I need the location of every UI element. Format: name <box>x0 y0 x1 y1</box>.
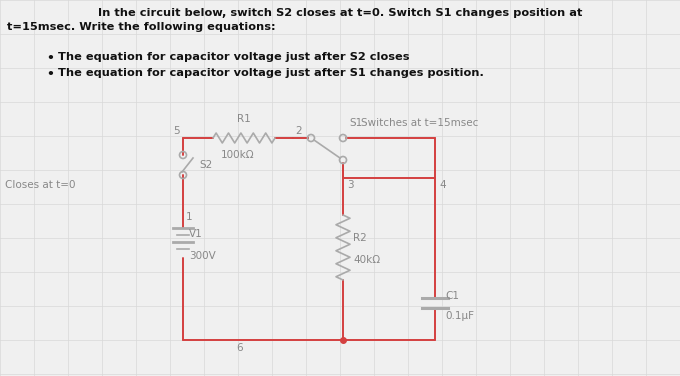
Text: In the circuit below, switch S2 closes at t=0. Switch S1 changes position at: In the circuit below, switch S2 closes a… <box>98 8 582 18</box>
Text: 100kΩ: 100kΩ <box>221 150 254 160</box>
Text: 6: 6 <box>237 343 243 353</box>
Text: •: • <box>46 68 54 81</box>
Text: 3: 3 <box>347 180 354 190</box>
Text: C1: C1 <box>445 291 459 301</box>
Text: 40kΩ: 40kΩ <box>353 255 380 265</box>
Text: S2: S2 <box>199 160 212 170</box>
Text: 0.1μF: 0.1μF <box>445 311 474 321</box>
Text: Closes at t=0: Closes at t=0 <box>5 180 75 190</box>
Text: R2: R2 <box>353 233 367 243</box>
Text: 4: 4 <box>439 180 445 190</box>
Text: The equation for capacitor voltage just after S1 changes position.: The equation for capacitor voltage just … <box>58 68 484 78</box>
Text: R1: R1 <box>237 114 251 124</box>
Text: 5: 5 <box>173 126 180 136</box>
Text: V1: V1 <box>189 229 203 239</box>
Text: S1: S1 <box>349 118 362 128</box>
Text: Switches at t=15msec: Switches at t=15msec <box>361 118 478 128</box>
Text: 300V: 300V <box>189 251 216 261</box>
Text: 1: 1 <box>186 212 192 222</box>
Text: •: • <box>46 52 54 65</box>
Text: The equation for capacitor voltage just after S2 closes: The equation for capacitor voltage just … <box>58 52 409 62</box>
Text: t=15msec. Write the following equations:: t=15msec. Write the following equations: <box>7 22 275 32</box>
Text: 2: 2 <box>295 126 302 136</box>
